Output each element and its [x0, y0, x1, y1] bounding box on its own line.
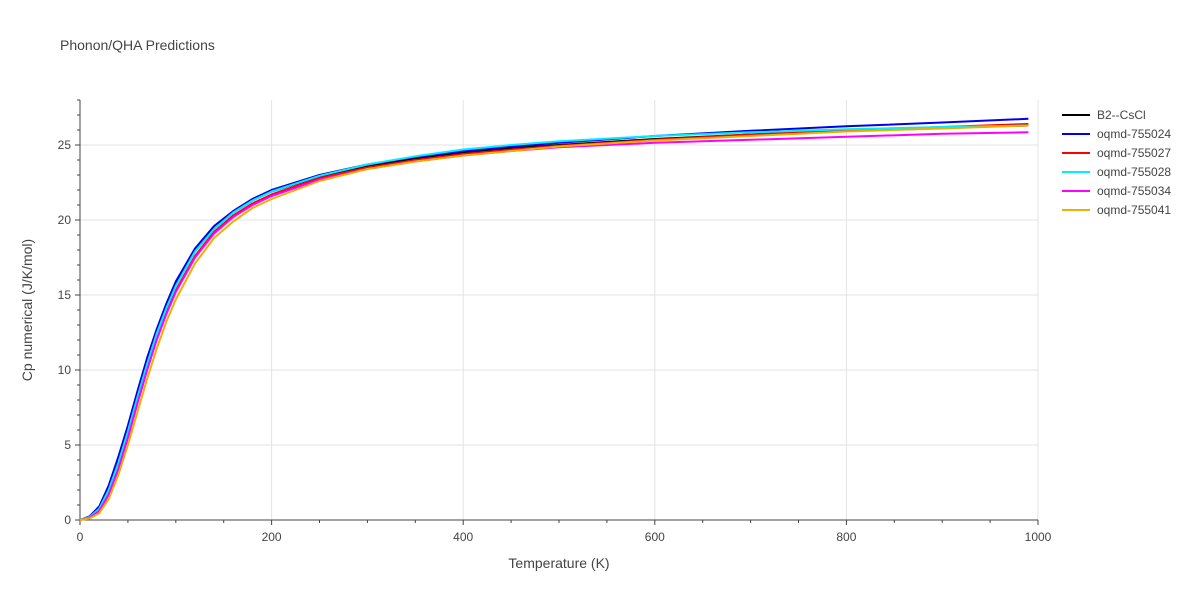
legend-entry[interactable]: oqmd-755028 — [1097, 165, 1171, 179]
y-tick-label: 20 — [58, 213, 72, 227]
x-tick-label: 1000 — [1025, 530, 1052, 544]
legend-entry[interactable]: oqmd-755024 — [1097, 127, 1171, 141]
y-tick-label: 10 — [58, 363, 72, 377]
series-lines — [79, 117, 1029, 521]
legend-entry[interactable]: oqmd-755034 — [1097, 184, 1171, 198]
x-tick-label: 400 — [453, 530, 473, 544]
y-tick-label: 25 — [58, 138, 72, 152]
y-tick-label: 5 — [64, 438, 71, 452]
x-tick-label: 200 — [262, 530, 282, 544]
series-line[interactable] — [79, 124, 1029, 521]
chart-title: Phonon/QHA Predictions — [60, 37, 215, 53]
legend-entry[interactable]: oqmd-755027 — [1097, 146, 1171, 160]
series-line[interactable] — [79, 117, 1029, 521]
x-tick-label: 600 — [645, 530, 665, 544]
y-tick-label: 15 — [58, 288, 72, 302]
axes: 0 200 400 600 800 1000 0 5 10 15 20 25 — [58, 99, 1052, 544]
legend-entry[interactable]: B2--CsCl — [1097, 108, 1146, 122]
legend-entry[interactable]: oqmd-755041 — [1097, 203, 1171, 217]
y-axis-title: Cp numerical (J/K/mol) — [19, 239, 35, 381]
series-line[interactable] — [79, 123, 1029, 521]
series-line[interactable] — [79, 124, 1029, 521]
x-tick-label: 0 — [77, 530, 84, 544]
series-line[interactable] — [79, 131, 1029, 521]
series-line[interactable] — [79, 124, 1029, 521]
x-tick-label: 800 — [836, 530, 856, 544]
y-tick-label: 0 — [64, 513, 71, 527]
legend: B2--CsCl oqmd-755024 oqmd-755027 oqmd-75502… — [1062, 108, 1171, 217]
x-axis-title: Temperature (K) — [508, 555, 609, 571]
grid-lines — [80, 100, 1039, 520]
